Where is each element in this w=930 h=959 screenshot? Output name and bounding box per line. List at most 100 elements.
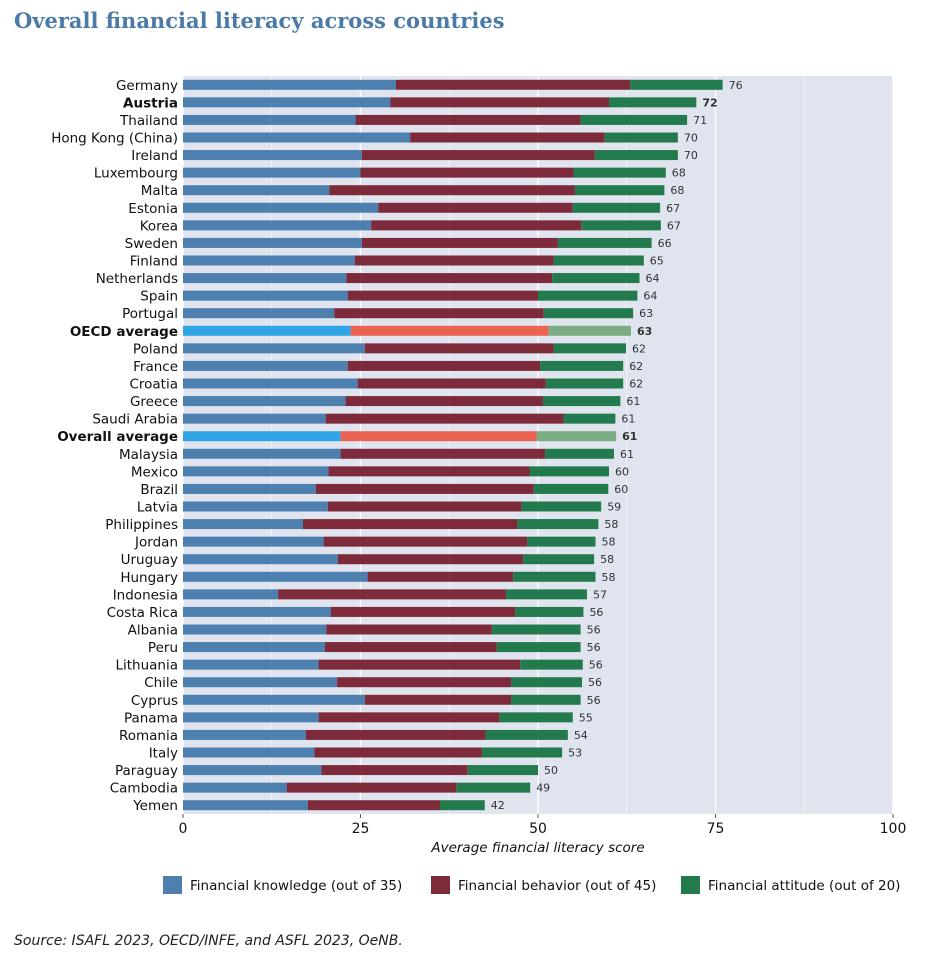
category-label: Yemen bbox=[132, 798, 178, 814]
x-tick-label: 25 bbox=[352, 821, 370, 837]
knowledge-segment bbox=[183, 220, 372, 231]
behavior-segment bbox=[396, 79, 631, 90]
category-label: Philippines bbox=[105, 517, 178, 533]
category-label: Romania bbox=[119, 728, 178, 744]
behavior-segment bbox=[410, 132, 605, 143]
knowledge-segment bbox=[183, 729, 306, 740]
legend-swatch bbox=[681, 876, 700, 894]
category-label: Korea bbox=[140, 218, 178, 234]
knowledge-segment bbox=[183, 765, 322, 776]
attitude-segment bbox=[553, 255, 644, 266]
behavior-segment bbox=[305, 729, 486, 740]
total-value-label: 70 bbox=[684, 149, 698, 162]
total-value-label: 72 bbox=[702, 96, 717, 109]
behavior-segment bbox=[330, 606, 516, 617]
legend-swatch bbox=[431, 876, 450, 894]
attitude-segment bbox=[529, 466, 609, 477]
total-value-label: 60 bbox=[614, 483, 628, 496]
knowledge-segment bbox=[183, 97, 391, 108]
knowledge-segment bbox=[183, 642, 325, 653]
knowledge-segment bbox=[183, 712, 319, 723]
behavior-segment bbox=[364, 694, 512, 705]
bars bbox=[183, 79, 723, 811]
behavior-segment bbox=[323, 536, 528, 547]
knowledge-segment bbox=[183, 413, 326, 424]
behavior-segment bbox=[314, 747, 482, 758]
total-value-label: 70 bbox=[684, 132, 698, 145]
attitude-segment bbox=[609, 97, 697, 108]
behavior-segment bbox=[325, 413, 564, 424]
attitude-segment bbox=[548, 325, 632, 336]
category-label: Latvia bbox=[137, 500, 178, 516]
knowledge-segment bbox=[183, 536, 324, 547]
category-label: Finland bbox=[130, 254, 178, 270]
behavior-segment bbox=[361, 150, 595, 161]
attitude-segment bbox=[491, 624, 581, 635]
behavior-segment bbox=[340, 448, 546, 459]
behavior-segment bbox=[334, 308, 544, 319]
attitude-segment bbox=[523, 554, 595, 565]
knowledge-segment bbox=[183, 360, 348, 371]
behavior-segment bbox=[364, 343, 554, 354]
legend-label: Financial knowledge (out of 35) bbox=[190, 878, 402, 894]
attitude-segment bbox=[520, 659, 583, 670]
x-tick-label: 100 bbox=[880, 821, 907, 837]
category-label: Costa Rica bbox=[107, 605, 178, 621]
attitude-segment bbox=[604, 132, 678, 143]
attitude-segment bbox=[573, 167, 666, 178]
total-value-label: 68 bbox=[670, 184, 684, 197]
knowledge-segment bbox=[183, 114, 356, 125]
attitude-segment bbox=[511, 677, 583, 688]
category-label: OECD average bbox=[70, 324, 178, 340]
attitude-segment bbox=[540, 360, 624, 371]
category-label: Thailand bbox=[119, 113, 178, 129]
behavior-segment bbox=[307, 800, 441, 811]
behavior-segment bbox=[337, 554, 524, 565]
knowledge-segment bbox=[183, 185, 330, 196]
knowledge-segment bbox=[183, 466, 329, 477]
knowledge-segment bbox=[183, 483, 316, 494]
category-label: Austria bbox=[123, 95, 178, 111]
behavior-segment bbox=[346, 273, 553, 284]
knowledge-segment bbox=[183, 378, 358, 389]
behavior-segment bbox=[340, 431, 537, 442]
attitude-segment bbox=[506, 589, 587, 600]
category-label: Croatia bbox=[129, 377, 178, 393]
behavior-segment bbox=[361, 237, 558, 248]
knowledge-segment bbox=[183, 554, 338, 565]
total-value-label: 58 bbox=[600, 553, 614, 566]
attitude-segment bbox=[513, 571, 596, 582]
knowledge-segment bbox=[183, 343, 365, 354]
total-value-label: 56 bbox=[587, 694, 601, 707]
category-label: Jordan bbox=[134, 535, 178, 551]
total-value-label: 56 bbox=[588, 676, 602, 689]
category-label: Netherlands bbox=[96, 271, 178, 287]
behavior-segment bbox=[326, 624, 492, 635]
category-label: Indonesia bbox=[113, 587, 178, 603]
category-label: Cyprus bbox=[131, 693, 178, 709]
behavior-segment bbox=[328, 466, 530, 477]
total-value-label: 63 bbox=[637, 325, 652, 338]
knowledge-segment bbox=[183, 290, 348, 301]
behavior-segment bbox=[321, 765, 468, 776]
attitude-segment bbox=[594, 150, 678, 161]
category-label: Overall average bbox=[57, 429, 178, 445]
total-value-label: 42 bbox=[491, 799, 505, 812]
total-value-label: 68 bbox=[672, 167, 686, 180]
behavior-segment bbox=[337, 677, 512, 688]
knowledge-segment bbox=[183, 501, 328, 512]
knowledge-segment bbox=[183, 589, 279, 600]
behavior-segment bbox=[329, 185, 575, 196]
attitude-segment bbox=[574, 185, 665, 196]
attitude-segment bbox=[515, 606, 584, 617]
knowledge-segment bbox=[183, 677, 338, 688]
category-label: Lithuania bbox=[115, 658, 178, 674]
category-label: Cambodia bbox=[110, 781, 178, 797]
knowledge-segment bbox=[183, 237, 362, 248]
total-value-label: 56 bbox=[587, 624, 601, 637]
behavior-segment bbox=[315, 483, 534, 494]
category-label: Paraguay bbox=[115, 763, 178, 779]
category-label: Malaysia bbox=[119, 447, 178, 463]
gridlines bbox=[182, 76, 894, 814]
